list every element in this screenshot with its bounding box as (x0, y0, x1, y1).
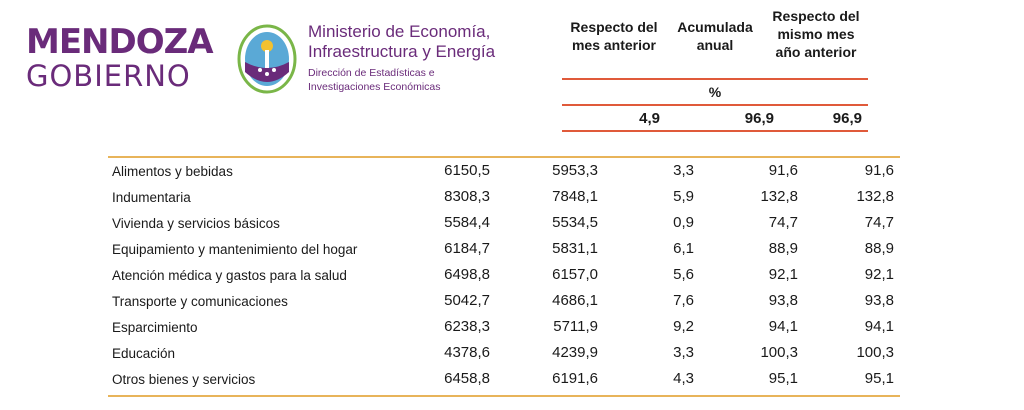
row-value-3: 3,3 (673, 162, 694, 179)
table-row: Vivienda y servicios básicos 5584,4 5534,5… (108, 210, 898, 236)
header-col3-line1: Respecto del (772, 8, 860, 24)
row-value-3: 4,3 (673, 370, 694, 387)
row-value-1: 5042,7 (444, 292, 490, 309)
table-row: Educación 4378,6 4239,9 3,3 100,3 100,3 (108, 340, 898, 366)
row-value-4: 93,8 (768, 292, 798, 309)
table-row: Otros bienes y servicios 6458,8 6191,6 4,3 9… (108, 366, 898, 392)
row-value-2: 7848,1 (552, 188, 598, 205)
row-value-2: 6157,0 (552, 266, 598, 283)
row-value-4: 88,9 (768, 240, 798, 257)
row-value-2: 4239,9 (552, 344, 598, 361)
row-value-2: 5534,5 (552, 214, 598, 231)
row-name: Vivienda y servicios básicos (112, 216, 280, 231)
row-name: Transporte y comunicaciones (112, 294, 288, 309)
row-name: Educación (112, 346, 176, 361)
table-row: Equipamiento y mantenimiento del hogar 61… (108, 236, 898, 262)
table-row: Atención médica y gastos para la salud 64… (108, 262, 898, 288)
ministry-block: Ministerio de Economía, Infraestructura … (308, 22, 548, 94)
row-value-1: 8308,3 (444, 188, 490, 205)
table-row: Esparcimiento 6238,3 5711,9 9,2 94,1 94,1 (108, 314, 898, 340)
row-value-4: 92,1 (768, 266, 798, 283)
row-value-3: 9,2 (673, 318, 694, 335)
header-col2-line2: anual (696, 37, 734, 53)
row-value-1: 4378,6 (444, 344, 490, 361)
row-value-1: 6498,8 (444, 266, 490, 283)
logo-line-2: GOBIERNO (26, 59, 191, 93)
mendoza-gobierno-logo: MENDOZA GOBIERNO (26, 24, 216, 92)
header-col1-line2: mes anterior (571, 37, 657, 53)
ministry-name-line-2: Infraestructura y Energía (308, 42, 496, 61)
row-value-2: 6191,6 (552, 370, 598, 387)
header-rule-bottom (562, 130, 868, 132)
row-value-4: 95,1 (768, 370, 798, 387)
header-col3-line3: año anterior (775, 44, 857, 60)
row-value-2: 5831,1 (552, 240, 598, 257)
row-value-1: 6458,8 (444, 370, 490, 387)
row-value-2: 5953,3 (552, 162, 598, 179)
row-name: Esparcimiento (112, 320, 198, 335)
table-rule-bottom (108, 395, 900, 397)
row-name: Alimentos y bebidas (112, 164, 233, 179)
row-name: Otros bienes y servicios (112, 372, 256, 387)
row-value-4: 91,6 (768, 162, 798, 179)
header-acumulada-anual: Acumulada anual (672, 18, 758, 54)
row-value-1: 5584,4 (444, 214, 490, 231)
header-rule-top (562, 78, 868, 80)
row-value-3: 3,3 (673, 344, 694, 361)
row-value-4: 100,3 (760, 344, 798, 361)
header-col1-line1: Respecto del (570, 19, 658, 35)
data-table: Alimentos y bebidas 6150,5 5953,3 3,3 91,6 91… (108, 158, 898, 392)
ministry-name-line-1: Ministerio de Economía, (308, 22, 491, 41)
header-col3-line2: mismo mes (777, 26, 855, 42)
row-value-1: 6184,7 (444, 240, 490, 257)
table-row: Transporte y comunicaciones 5042,7 4686,1 7… (108, 288, 898, 314)
row-value-3: 6,1 (673, 240, 694, 257)
row-name: Atención médica y gastos para la salud (112, 268, 347, 283)
row-value-5: 95,1 (864, 370, 894, 387)
row-value-1: 6238,3 (444, 318, 490, 335)
header-respecto-mismo-mes: Respecto del mismo mes año anterior (768, 7, 864, 61)
row-value-5: 100,3 (856, 344, 894, 361)
reference-value-3: 96,9 (832, 110, 862, 127)
row-value-4: 132,8 (760, 188, 798, 205)
header-respecto-mes-anterior: Respecto del mes anterior (566, 18, 662, 54)
ministry-sub-line-1: Dirección de Estadísticas e (308, 67, 435, 79)
row-value-4: 94,1 (768, 318, 798, 335)
row-value-3: 7,6 (673, 292, 694, 309)
mendoza-seal-icon (237, 24, 297, 94)
row-value-3: 5,6 (673, 266, 694, 283)
ministry-sub: Dirección de Estadísticas e Investigacio… (308, 66, 548, 94)
reference-value-1: 4,9 (639, 110, 660, 127)
row-name: Equipamiento y mantenimiento del hogar (112, 242, 358, 257)
row-value-5: 74,7 (864, 214, 894, 231)
row-value-2: 5711,9 (553, 318, 598, 335)
unit-label: % (708, 84, 722, 100)
row-value-5: 132,8 (856, 188, 894, 205)
row-value-2: 4686,1 (552, 292, 598, 309)
table-row: Alimentos y bebidas 6150,5 5953,3 3,3 91,6 91… (108, 158, 898, 184)
header-rule-middle (562, 104, 868, 106)
row-value-5: 92,1 (864, 266, 894, 283)
row-value-5: 93,8 (864, 292, 894, 309)
ministry-sub-line-2: Investigaciones Económicas (308, 81, 441, 93)
table-row: Indumentaria 8308,3 7848,1 5,9 132,8 132,8 (108, 184, 898, 210)
row-value-4: 74,7 (768, 214, 798, 231)
row-value-5: 94,1 (864, 318, 894, 335)
header-col2-line1: Acumulada (677, 19, 753, 35)
logo-line-1: MENDOZA (26, 22, 214, 62)
row-value-1: 6150,5 (444, 162, 490, 179)
row-value-5: 88,9 (864, 240, 894, 257)
row-value-5: 91,6 (864, 162, 894, 179)
row-value-3: 5,9 (673, 188, 694, 205)
reference-value-2: 96,9 (744, 110, 774, 127)
table-rule-top (108, 156, 900, 158)
row-name: Indumentaria (112, 190, 191, 205)
row-value-3: 0,9 (673, 214, 694, 231)
